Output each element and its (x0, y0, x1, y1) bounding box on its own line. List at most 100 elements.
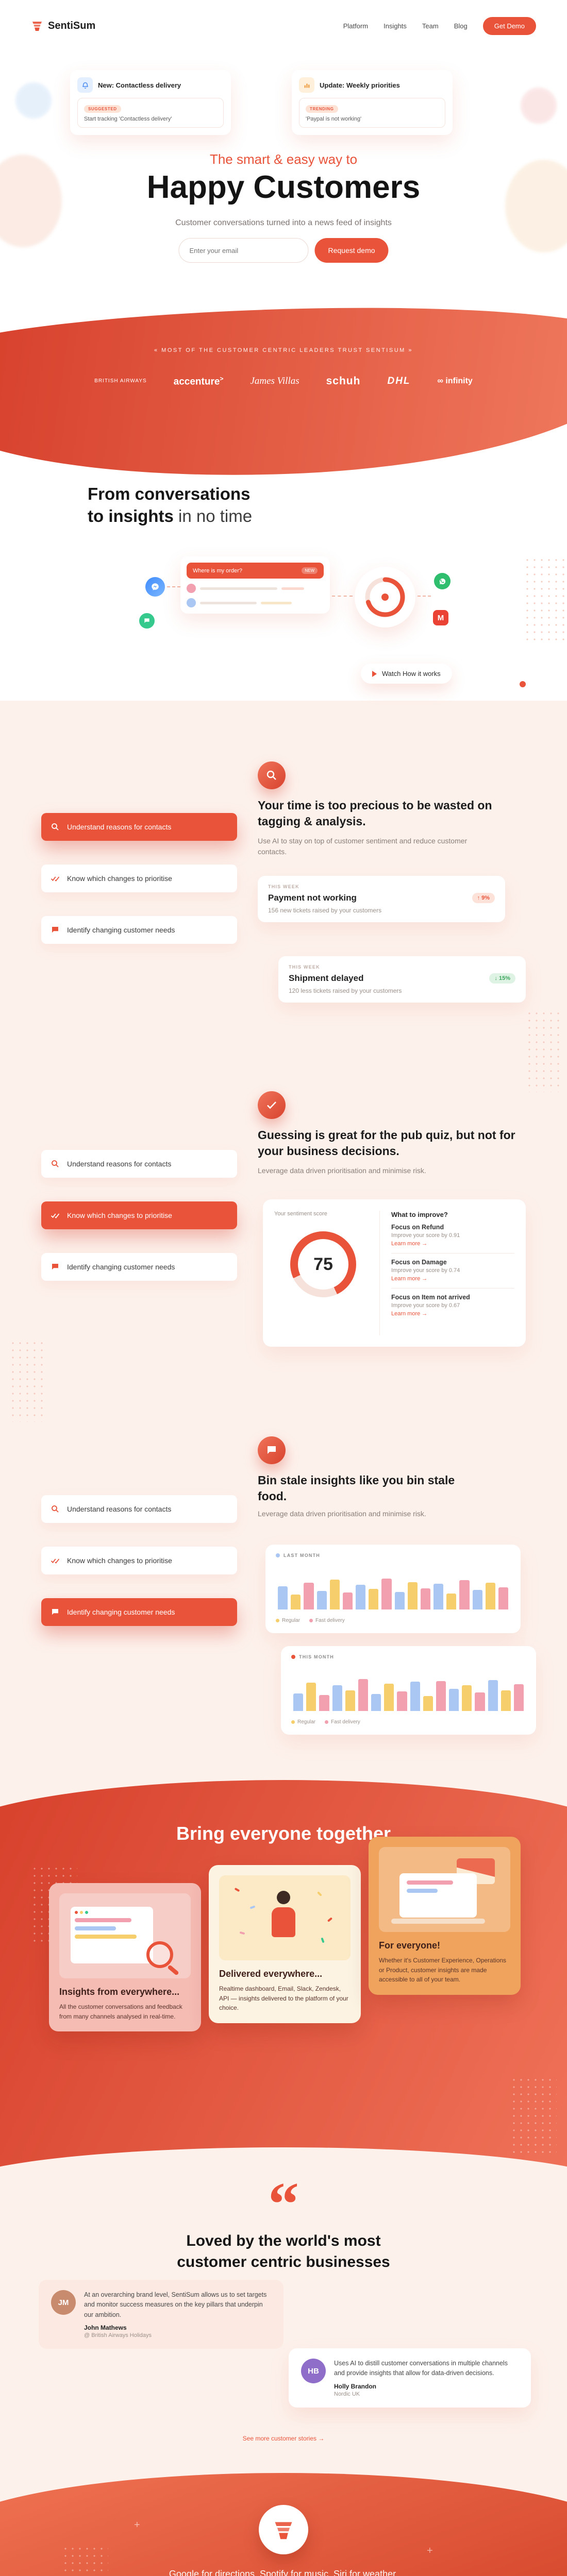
card-text: Whether it's Customer Experience, Operat… (379, 1957, 507, 1984)
chart-title: LAST MONTH (276, 1553, 510, 1558)
decorative-blob (15, 82, 52, 118)
menu-item-label: Know which changes to prioritise (67, 874, 172, 883)
watch-label: Watch How it works (382, 670, 441, 677)
menu-item-label: Identify changing customer needs (67, 1263, 175, 1271)
see-more-stories-link[interactable]: See more customer stories → (242, 2435, 325, 2442)
nav-link-blog[interactable]: Blog (454, 22, 468, 30)
menu-item-label: Understand reasons for contacts (67, 1505, 172, 1513)
menu-item-know-changes[interactable]: Know which changes to prioritise (41, 865, 237, 892)
feature3-subtext: Leverage data driven prioritisation and … (258, 1510, 426, 1518)
tag-placeholder (281, 587, 304, 590)
text-placeholder (200, 601, 257, 604)
how-title-line2-light: in no time (173, 506, 253, 526)
card-title: Delivered everywhere... (219, 1969, 323, 1979)
testimonial-company: @ British Airways Holidays (84, 2332, 152, 2339)
chart-legend: Regular Fast delivery (291, 1717, 526, 1726)
chart-title-text: LAST MONTH (284, 1553, 320, 1558)
sentisum-bucket-icon (275, 2522, 292, 2539)
logo-james-villas: James Villas (250, 376, 299, 387)
bar-chart-last-month (276, 1565, 510, 1609)
notification-title: Update: Weekly priorities (320, 81, 400, 89)
trust-logos: BRITISH AIRWAYS accenture> James Villas … (94, 375, 473, 387)
bell-icon (77, 77, 93, 93)
search-feature-icon (258, 761, 286, 789)
menu-item-understand-reasons[interactable]: Understand reasons for contacts (41, 1495, 237, 1523)
testimonial-card-1: JM At an overarching brand level, SentiS… (39, 2280, 284, 2349)
feature1-heading: Your time is too precious to be wasted o… (258, 799, 492, 828)
double-check-icon (51, 874, 60, 883)
trend-down-badge: ↓ 15% (489, 973, 515, 984)
trust-band: « MOST OF THE CUSTOMER CENTRIC LEADERS T… (0, 297, 567, 486)
message-tag: NEW (302, 567, 318, 574)
decorative-blob (0, 155, 62, 247)
feature1-subtext: Use AI to stay on top of customer sentim… (258, 837, 468, 856)
ticket-title-row: Payment not working ↑ 9% (268, 893, 495, 903)
decorative-blob (505, 160, 567, 252)
text-placeholder (200, 587, 277, 590)
learn-more-link[interactable]: Learn more → (391, 1276, 428, 1282)
ticket-description: 156 new tickets raised by your customers (268, 907, 382, 914)
notification-text: 'Paypal is not working' (306, 116, 362, 122)
menu-item-identify-needs[interactable]: Identify changing customer needs (41, 1598, 237, 1626)
feature-menu-1: Understand reasons for contacts Know whi… (41, 813, 237, 944)
delivered-illustration (219, 1875, 351, 1960)
learn-more-link[interactable]: Learn more → (391, 1241, 428, 1247)
menu-item-know-changes[interactable]: Know which changes to prioritise (41, 1547, 237, 1574)
menu-item-identify-needs[interactable]: Identify changing customer needs (41, 916, 237, 944)
ticket-title-row: Shipment delayed ↓ 15% (289, 973, 515, 984)
nav-link-platform[interactable]: Platform (343, 22, 369, 30)
nav-link-team[interactable]: Team (422, 22, 439, 30)
improvement-title: Focus on Damage (391, 1259, 447, 1266)
avatar (187, 584, 196, 593)
improve-label: What to improve? (391, 1211, 448, 1218)
dashed-connector (332, 596, 353, 597)
menu-item-identify-needs[interactable]: Identify changing customer needs (41, 1253, 237, 1281)
testimonial-quote: At an overarching brand level, SentiSum … (84, 2291, 267, 2318)
bar-chart-this-month (291, 1667, 526, 1711)
chart-card-last-month: LAST MONTH Regular Fast delivery (265, 1545, 521, 1633)
ticket-period: THIS WEEK (268, 884, 299, 889)
hero-title: Happy Customers (146, 170, 421, 205)
testimonial-content: At an overarching brand level, SentiSum … (84, 2290, 271, 2338)
customer-message-text: Where is my order? (193, 567, 242, 574)
menu-item-label: Identify changing customer needs (67, 1608, 175, 1616)
cta-brand-badge (259, 2505, 308, 2554)
watch-how-it-works-button[interactable]: Watch How it works (361, 664, 452, 684)
how-title-line1: From conversations (88, 484, 251, 503)
notification-body: TRENDING 'Paypal is not working' (299, 98, 445, 128)
request-demo-button[interactable]: Request demo (314, 238, 389, 263)
sentiment-score-card: Your sentiment score 75 What to improve?… (263, 1199, 526, 1347)
play-icon (372, 670, 377, 677)
brand-logo[interactable]: SentiSum (31, 20, 95, 32)
card-title: Insights from everywhere... (59, 1987, 180, 1997)
card-title: For everyone! (379, 1940, 441, 1951)
improvement-desc: Improve your score by 0.74 (391, 1267, 460, 1274)
learn-more-link[interactable]: Learn more → (391, 1311, 428, 1317)
improvement-desc: Improve your score by 0.67 (391, 1302, 460, 1309)
insight-gauge (355, 567, 415, 628)
header-nav: Platform Insights Team Blog Get Demo (343, 16, 536, 35)
reply-row (187, 598, 324, 607)
score-panel: Your sentiment score 75 (274, 1211, 372, 1335)
card-text: All the customer conversations and feedb… (59, 2003, 182, 2020)
trust-caption: « MOST OF THE CUSTOMER CENTRIC LEADERS T… (154, 347, 413, 353)
avatar: HB (301, 2359, 326, 2383)
email-input[interactable] (178, 238, 309, 263)
improvement-row: Focus on Damage Improve your score by 0.… (391, 1253, 514, 1289)
improvement-row: Focus on Refund Improve your score by 0.… (391, 1218, 514, 1253)
menu-item-label: Identify changing customer needs (67, 926, 175, 934)
dots-pattern (524, 556, 567, 644)
ticket-card-shipment: THIS WEEK Shipment delayed ↓ 15% 120 les… (278, 956, 526, 1003)
nav-link-insights[interactable]: Insights (383, 22, 407, 30)
menu-item-understand-reasons[interactable]: Understand reasons for contacts (41, 813, 237, 841)
chat-bubble-icon (51, 925, 60, 935)
get-demo-button[interactable]: Get Demo (482, 16, 536, 35)
dots-pattern-white (510, 2076, 557, 2154)
feature-menu-2: Understand reasons for contacts Know whi… (41, 1150, 237, 1281)
search-icon (51, 822, 60, 832)
menu-item-understand-reasons[interactable]: Understand reasons for contacts (41, 1150, 237, 1178)
menu-item-know-changes[interactable]: Know which changes to prioritise (41, 1201, 237, 1229)
chart-title: THIS MONTH (291, 1654, 526, 1659)
testimonial-quote: Uses AI to distill customer conversation… (334, 2360, 508, 2377)
